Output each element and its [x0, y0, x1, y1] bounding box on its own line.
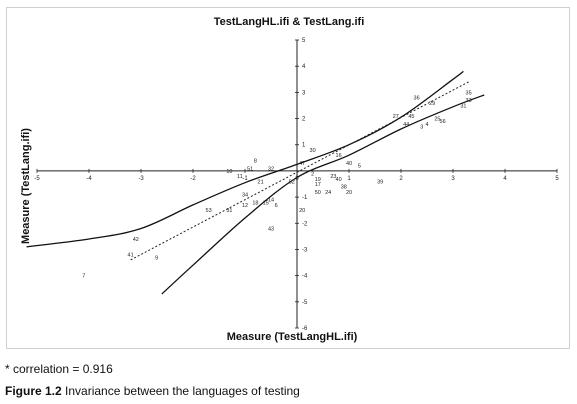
- data-point: 50: [315, 190, 321, 196]
- data-point: 41: [128, 253, 134, 259]
- data-point: 8: [254, 158, 257, 164]
- data-point: 9: [155, 255, 158, 261]
- data-point: 15: [263, 200, 269, 206]
- data-point: 25: [434, 117, 440, 123]
- x-tick-label: -4: [86, 176, 92, 182]
- scatter-chart: TestLangHL.ifi & TestLang.ifi -5 -4 -3 -2 -1…: [20, 16, 559, 343]
- data-point: 45: [408, 114, 414, 120]
- y-tick-label: -5: [302, 300, 308, 306]
- data-point: 31: [226, 208, 232, 214]
- y-tick-label: -6: [302, 326, 308, 332]
- figure-caption: Figure 1.2 Invariance between the langua…: [5, 384, 300, 398]
- correlation-note: * correlation = 0.916: [5, 362, 113, 376]
- data-point: 19: [315, 177, 321, 183]
- data-point: 21: [258, 179, 264, 185]
- data-point: 42: [133, 237, 139, 243]
- x-tick-label: -2: [190, 176, 196, 182]
- data-point: 20: [346, 190, 352, 196]
- y-tick-label: 4: [302, 64, 306, 70]
- x-tick-label: 0: [295, 176, 299, 182]
- data-point: 11: [237, 174, 243, 180]
- chart-title: TestLangHL.ifi & TestLang.ifi: [214, 16, 365, 28]
- y-tick-label: 2: [302, 117, 306, 123]
- data-point: 7: [82, 274, 85, 280]
- data-point: 32: [268, 166, 274, 172]
- data-point: 10: [226, 169, 232, 175]
- curves: [26, 70, 485, 295]
- chart-frame: TestLangHL.ifi & TestLang.ifi -5 -4 -3 -2 -1…: [6, 7, 570, 349]
- x-tick-label: -3: [138, 176, 144, 182]
- x-tick-label: 5: [555, 176, 559, 182]
- data-point: 20: [299, 208, 305, 214]
- x-tick-label: 4: [503, 176, 507, 182]
- x-axis-title: Measure (TestLangHL.ifi): [227, 331, 358, 343]
- data-point: 35: [466, 90, 472, 96]
- data-point: 29: [429, 101, 435, 107]
- x-tick-label: -1: [242, 176, 248, 182]
- data-point: 53: [206, 208, 212, 214]
- data-point: 56: [440, 119, 446, 125]
- data-point: 23: [330, 174, 336, 180]
- data-point: 33: [466, 98, 472, 104]
- data-point: 24: [325, 190, 331, 196]
- data-point: 39: [377, 179, 383, 185]
- figure-label: Figure 1.2: [5, 384, 62, 398]
- data-point: 18: [252, 200, 258, 206]
- data-point: 5: [358, 164, 361, 170]
- x-tick-label: 1: [347, 176, 351, 182]
- data-point: 14: [268, 198, 274, 204]
- y-tick-label: -1: [302, 195, 308, 201]
- data-point: 44: [403, 122, 409, 128]
- lower-confidence-curve: [161, 94, 485, 295]
- x-tick-label: -5: [34, 176, 40, 182]
- y-axis-title: Measure (TestLang.ifi): [20, 128, 32, 244]
- data-point: 2: [311, 172, 314, 178]
- data-point: 27: [393, 114, 399, 120]
- data-point: 16: [336, 153, 342, 159]
- data-point: 47: [299, 161, 305, 167]
- data-point: 43: [268, 227, 274, 233]
- x-tick-label: 2: [399, 176, 403, 182]
- data-point: 30: [310, 148, 316, 154]
- y-tick-label: -4: [302, 274, 308, 280]
- data-point: 34: [242, 192, 248, 198]
- data-point: 38: [341, 185, 347, 191]
- data-point: 4: [425, 122, 428, 128]
- data-point: 3: [420, 124, 423, 130]
- data-point: 31: [460, 103, 466, 109]
- data-point: 36: [414, 96, 420, 102]
- upper-confidence-curve: [26, 70, 464, 248]
- y-tick-label: 3: [302, 90, 306, 96]
- y-tick-label: -3: [302, 247, 308, 253]
- y-tick-label: 5: [302, 38, 306, 44]
- data-point: 40: [346, 161, 352, 167]
- data-point: 12: [242, 203, 248, 209]
- data-point: 17: [315, 182, 321, 188]
- y-tick-label: 1: [302, 143, 306, 149]
- x-tick-label: 3: [451, 176, 455, 182]
- y-tick-label: -2: [302, 221, 308, 227]
- data-point: 40: [336, 177, 342, 183]
- figure-caption-text: Invariance between the languages of test…: [61, 384, 300, 398]
- data-point: 51: [247, 166, 253, 172]
- data-point: 52: [289, 179, 295, 185]
- data-point: 6: [275, 203, 278, 209]
